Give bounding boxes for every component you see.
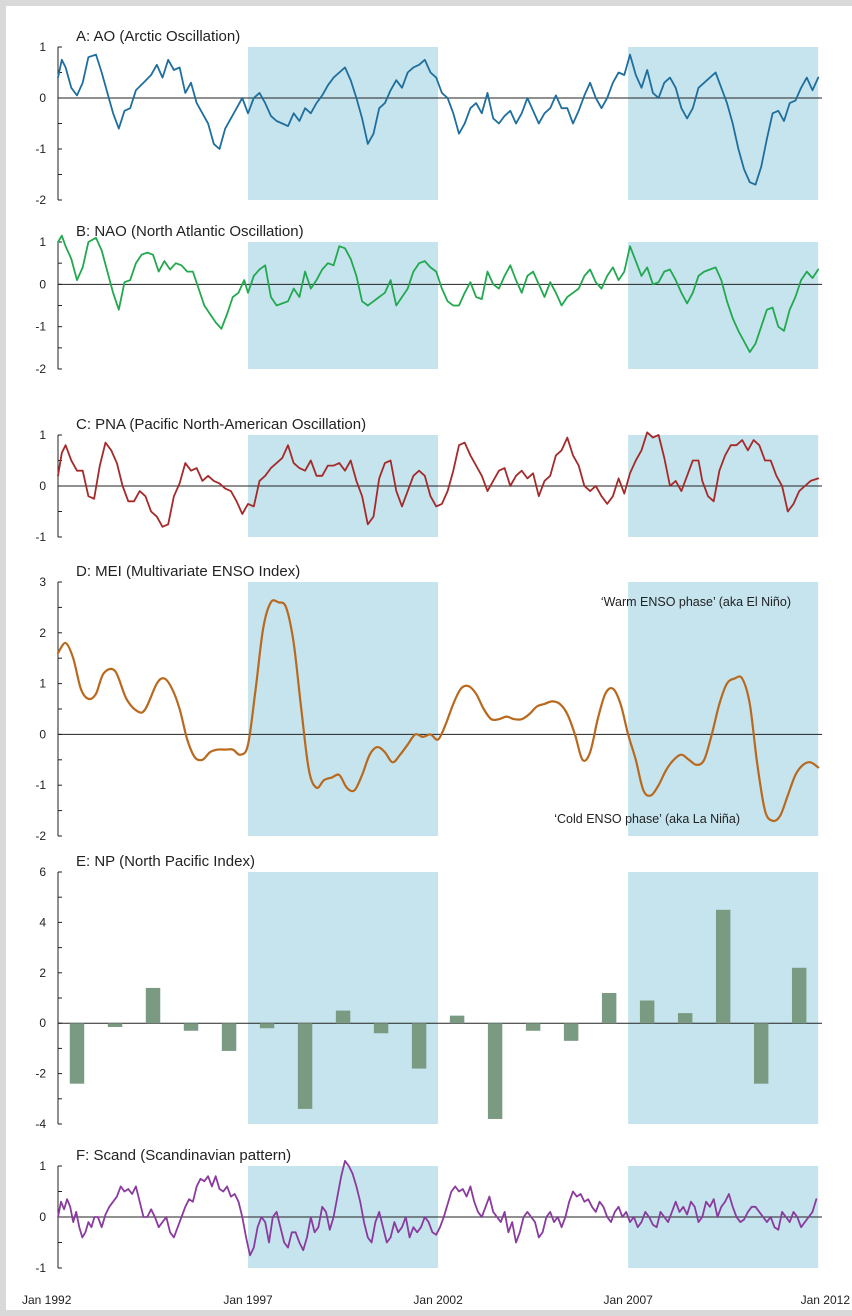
bar <box>677 1013 693 1024</box>
bar <box>487 1023 503 1119</box>
y-tick-label: -2 <box>35 829 46 843</box>
series-line <box>57 234 820 353</box>
bar <box>221 1023 237 1051</box>
y-tick-label: 1 <box>39 40 46 54</box>
y-tick-label: 1 <box>39 677 46 691</box>
bar <box>373 1023 389 1034</box>
y-tick-label: -1 <box>35 778 46 792</box>
bar <box>715 909 731 1024</box>
shaded-period <box>248 242 439 369</box>
y-tick-label: 0 <box>39 91 46 105</box>
y-tick-label: -1 <box>35 1261 46 1275</box>
bar <box>639 1000 655 1024</box>
y-tick-label: 1 <box>39 235 46 249</box>
bar <box>297 1023 313 1109</box>
bar <box>335 1010 351 1024</box>
y-tick-label: -1 <box>35 530 46 544</box>
bar <box>411 1023 427 1069</box>
y-tick-label: 0 <box>39 727 46 741</box>
x-tick-label: Jan 2007 <box>603 1293 653 1307</box>
bar <box>753 1023 769 1084</box>
panel-c: 1 0 -1 C: PNA (Pacific North-American Oscil… <box>35 416 822 544</box>
x-tick-label: Jan 1992 <box>22 1293 72 1307</box>
y-tick-label: -2 <box>35 193 46 207</box>
shaded-period <box>628 242 819 369</box>
y-tick-label: -4 <box>35 1117 46 1131</box>
panel-b: 1 0 -1 -2 B: NAO (North Atlantic Oscillation… <box>35 223 822 376</box>
x-axis: Jan 1992 Jan 1997 Jan 2002 Jan 2007 Jan 2012 <box>22 1293 850 1307</box>
y-tick-label: 4 <box>39 915 46 929</box>
bar <box>107 1023 123 1027</box>
shaded-period <box>628 47 819 200</box>
y-tick-label: 6 <box>39 865 46 879</box>
y-tick-label: 1 <box>39 1159 46 1173</box>
x-tick-label: Jan 2012 <box>801 1293 851 1307</box>
panel-title: A: AO (Arctic Oscillation) <box>76 28 240 45</box>
bar <box>525 1023 541 1031</box>
panel-title: F: Scand (Scandinavian pattern) <box>76 1147 291 1164</box>
shaded-period <box>248 47 439 200</box>
bar <box>145 987 161 1024</box>
panel-title: D: MEI (Multivariate ENSO Index) <box>76 563 300 580</box>
warm-phase-annotation: ‘Warm ENSO phase’ (aka El Niño) <box>601 595 791 609</box>
bar <box>563 1023 579 1041</box>
panel-title: B: NAO (North Atlantic Oscillation) <box>76 223 304 240</box>
y-tick-label: -1 <box>35 320 46 334</box>
y-tick-label: 1 <box>39 428 46 442</box>
panel-e: 6 4 2 0 -2 -4 E: NP (North Pacific Index) <box>35 853 822 1131</box>
panel-f: 1 0 -1 F: Scand (Scandinavian pattern) <box>35 1147 822 1275</box>
shaded-period <box>248 872 439 1124</box>
bar <box>449 1015 465 1024</box>
panel-a: 1 0 -1 -2 A: AO (Arctic Oscillation) <box>35 28 822 207</box>
bar <box>69 1023 85 1084</box>
y-tick-label: -2 <box>35 362 46 376</box>
bar <box>601 992 617 1024</box>
cold-phase-annotation: ‘Cold ENSO phase’ (aka La Niña) <box>554 812 740 826</box>
series-line <box>56 599 820 823</box>
bar <box>183 1023 199 1031</box>
panel-title: E: NP (North Pacific Index) <box>76 853 255 870</box>
shaded-period <box>248 582 439 836</box>
y-tick-label: 0 <box>39 1210 46 1224</box>
shaded-period <box>628 582 819 836</box>
series-line <box>57 53 820 186</box>
y-tick-label: 2 <box>39 626 46 640</box>
y-tick-label: -2 <box>35 1067 46 1081</box>
y-tick-label: -1 <box>35 142 46 156</box>
x-tick-label: Jan 2002 <box>413 1293 463 1307</box>
bar <box>259 1023 275 1029</box>
series-line <box>57 431 820 528</box>
panel-title: C: PNA (Pacific North-American Oscillati… <box>76 416 366 433</box>
bar <box>791 967 807 1024</box>
y-tick-label: 0 <box>39 479 46 493</box>
y-tick-label: 2 <box>39 966 46 980</box>
y-tick-label: 0 <box>39 1016 46 1030</box>
y-tick-label: 0 <box>39 277 46 291</box>
y-tick-label: 3 <box>39 575 46 589</box>
panel-d: 3 2 1 0 -1 -2 D: MEI (Multivariate ENSO Index)… <box>35 563 822 843</box>
x-tick-label: Jan 1997 <box>223 1293 273 1307</box>
series-line <box>57 1160 818 1257</box>
